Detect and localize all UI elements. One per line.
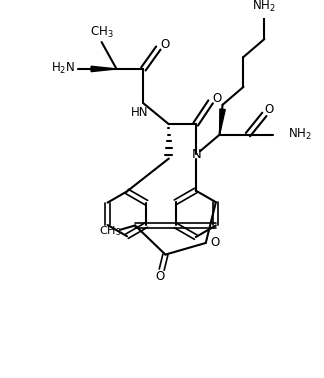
Text: O: O	[265, 103, 274, 116]
Text: HN: HN	[131, 106, 149, 119]
Text: H$_2$N: H$_2$N	[51, 61, 75, 76]
Text: NH$_2$: NH$_2$	[252, 0, 276, 14]
Polygon shape	[220, 109, 225, 135]
Text: N: N	[191, 147, 201, 161]
Polygon shape	[91, 66, 117, 71]
Text: CH$_3$: CH$_3$	[99, 224, 122, 238]
Text: O: O	[160, 38, 169, 51]
Text: NH$_2$: NH$_2$	[288, 127, 312, 142]
Text: O: O	[155, 270, 164, 282]
Text: O: O	[210, 236, 219, 249]
Text: CH$_3$: CH$_3$	[90, 25, 113, 40]
Text: O: O	[213, 92, 222, 105]
